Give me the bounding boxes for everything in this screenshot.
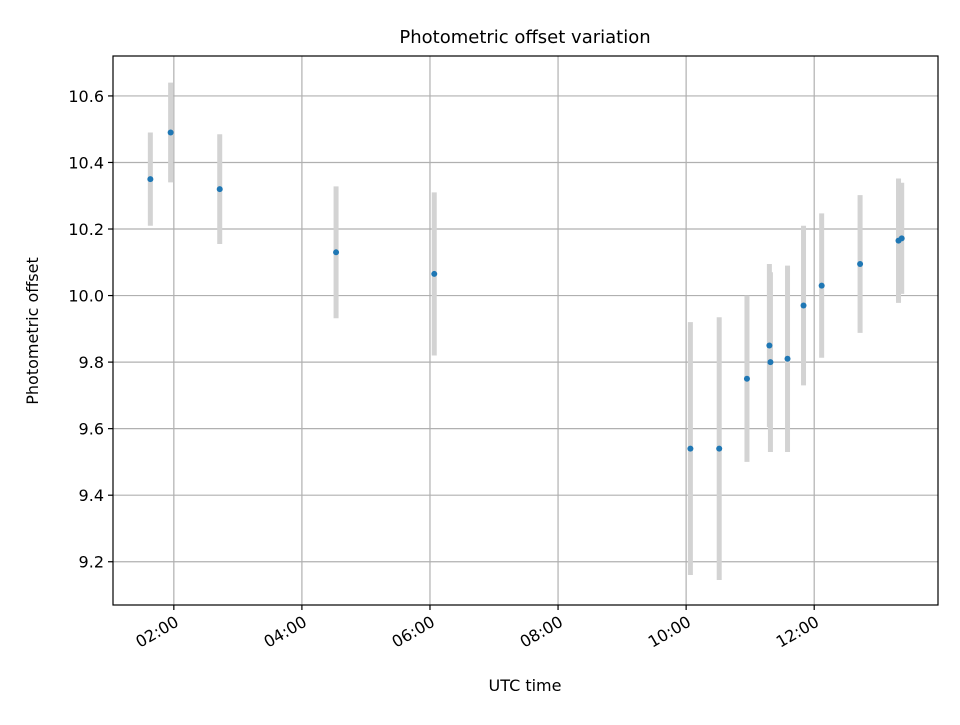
data-point <box>898 235 905 242</box>
data-point <box>767 359 774 366</box>
y-tick-label: 10.2 <box>68 220 104 239</box>
data-point <box>857 260 864 267</box>
y-tick-label: 10.4 <box>68 153 104 172</box>
x-axis-label: UTC time <box>489 676 562 695</box>
y-tick-label: 9.4 <box>79 486 104 505</box>
y-tick-label: 9.6 <box>79 420 104 439</box>
data-point <box>431 270 438 277</box>
data-point <box>784 355 791 362</box>
data-point <box>687 445 694 452</box>
y-tick-label: 10.0 <box>68 287 104 306</box>
data-point <box>333 249 340 256</box>
data-point <box>818 282 825 289</box>
chart-title: Photometric offset variation <box>399 27 650 48</box>
data-point <box>800 302 807 309</box>
data-point <box>167 129 174 136</box>
grid-layer <box>113 56 938 605</box>
point-layer <box>147 129 905 452</box>
y-tick-label: 10.6 <box>68 87 104 106</box>
data-point <box>766 342 773 349</box>
data-point <box>147 176 154 183</box>
data-point <box>743 375 750 382</box>
y-tick-label: 9.8 <box>79 353 104 372</box>
data-point <box>216 186 223 193</box>
y-axis-label: Photometric offset <box>23 257 42 405</box>
y-tick-label: 9.2 <box>79 553 104 572</box>
plot-frame <box>112 55 939 606</box>
data-point <box>716 445 723 452</box>
